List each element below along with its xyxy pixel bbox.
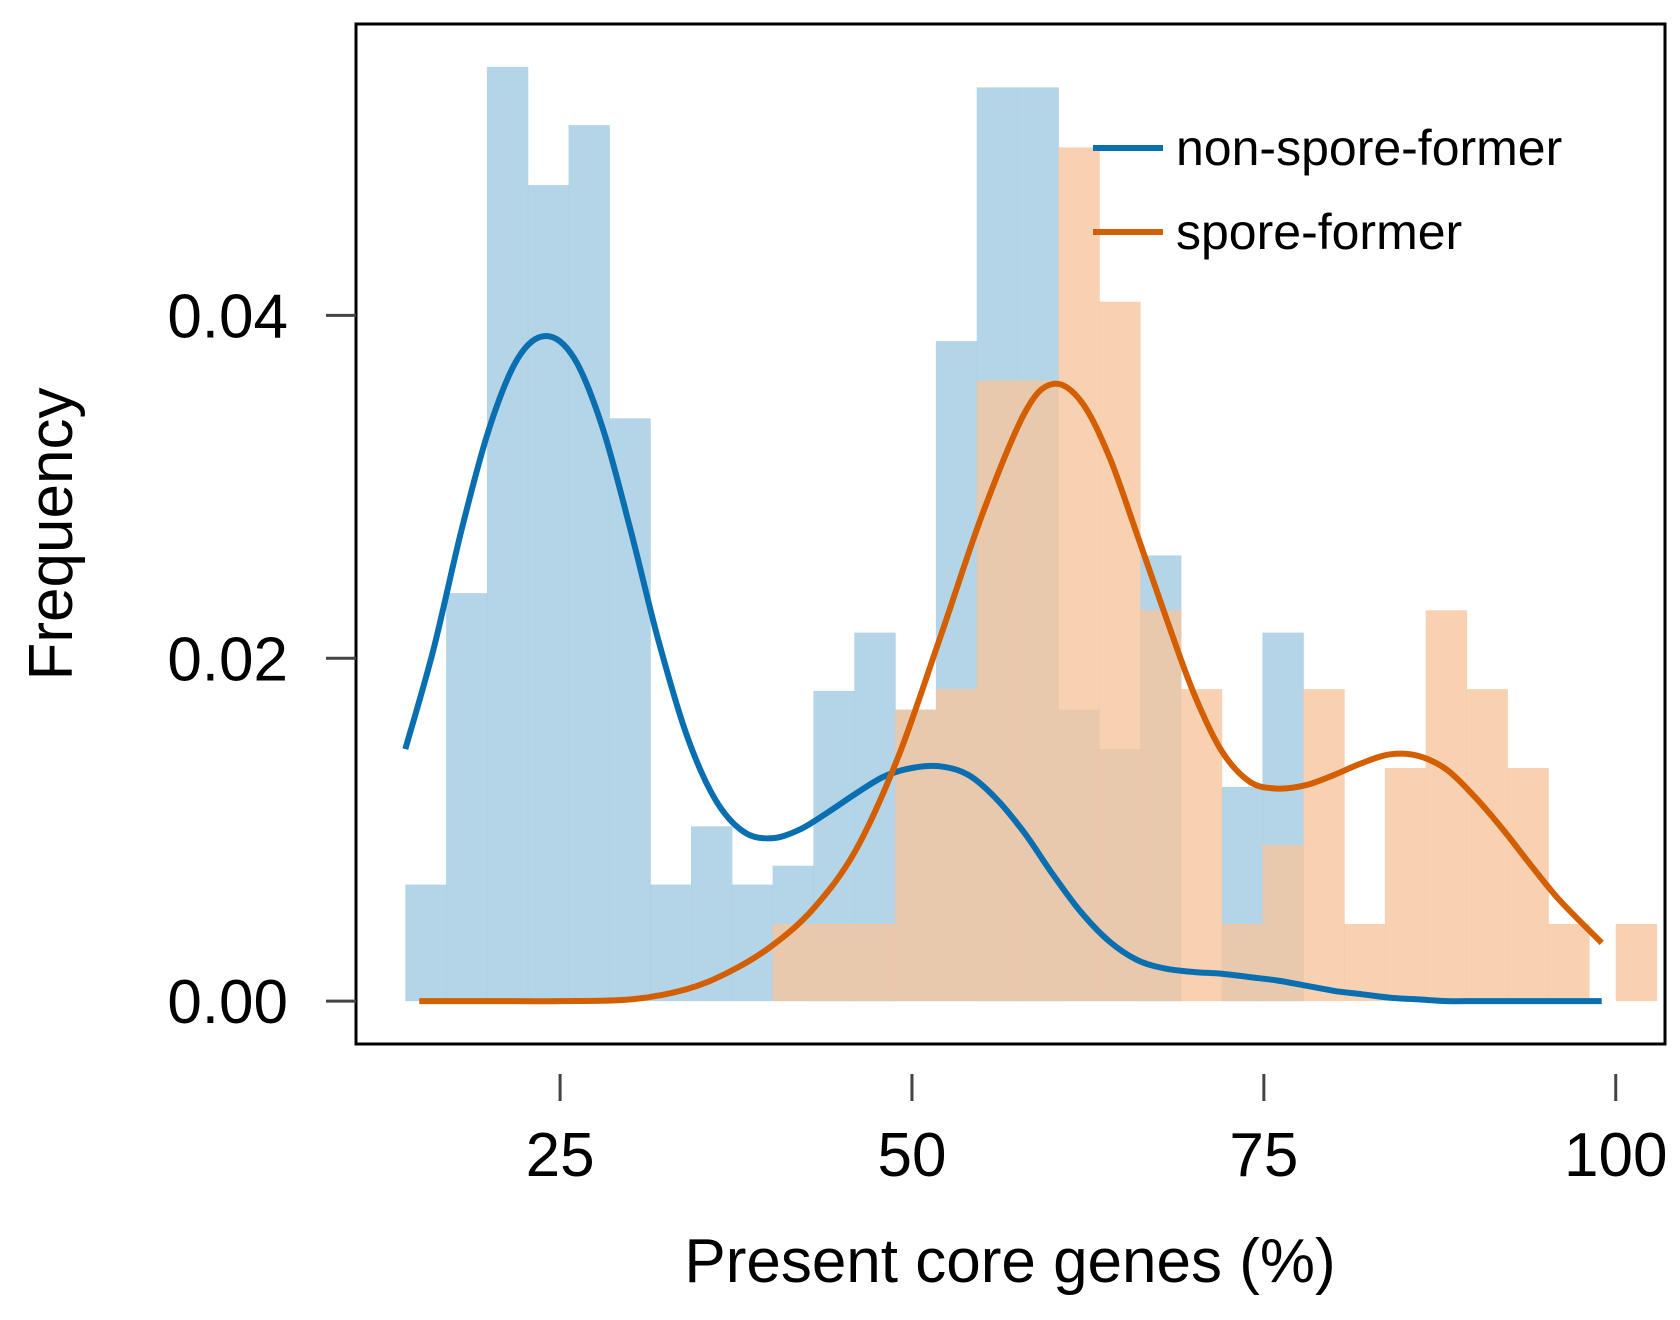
histogram-bar-spore-former-12 — [1262, 845, 1304, 1002]
histogram-bar-non-spore-former-8 — [731, 884, 774, 1002]
y-tick-label-0: 0.00 — [167, 968, 288, 1037]
histogram-bar-spore-former-16 — [1425, 610, 1468, 1002]
histogram-bar-spore-former-2 — [854, 924, 896, 1002]
x-tick-label-3: 100 — [1564, 1121, 1667, 1190]
histogram-bar-spore-former-7 — [1058, 147, 1100, 1002]
legend-label-non-spore-former: non-spore-former — [1176, 120, 1562, 176]
histogram-bar-spore-former-1 — [813, 924, 855, 1002]
y-tick-label-2: 0.04 — [167, 282, 288, 351]
histogram-bar-non-spore-former-0 — [405, 884, 447, 1002]
histogram-bar-spore-former-13 — [1303, 689, 1345, 1002]
x-tick-label-2: 75 — [1229, 1121, 1298, 1190]
legend-label-spore-former: spore-former — [1176, 204, 1462, 260]
histogram-bar-non-spore-former-4 — [568, 125, 610, 1002]
histogram-bar-spore-former-3 — [895, 709, 937, 1002]
histogram-bar-non-spore-former-5 — [609, 418, 651, 1002]
histogram-bars — [405, 66, 1658, 1002]
histogram-bar-spore-former-8 — [1099, 301, 1141, 1002]
density-line-non-spore-former — [402, 333, 1602, 1005]
x-tick-label-1: 50 — [877, 1121, 946, 1190]
histogram-bar-spore-former-9 — [1140, 610, 1182, 1002]
histogram-bar-spore-former-4 — [935, 689, 978, 1002]
histogram-bar-spore-former-14 — [1344, 924, 1386, 1002]
x-axis-title: Present core genes (%) — [684, 1227, 1335, 1296]
density-lines — [402, 333, 1604, 1005]
histogram-bar-spore-former-17 — [1466, 689, 1508, 1002]
density-line-spore-former — [419, 380, 1604, 1005]
histogram-bar-non-spore-former-6 — [650, 884, 692, 1002]
plot-frame — [354, 22, 1667, 1046]
histogram-bar-spore-former-15 — [1384, 768, 1427, 1002]
histogram-bar-spore-former-20 — [1615, 924, 1658, 1002]
y-tick-label-1: 0.02 — [167, 625, 288, 694]
histogram-bar-spore-former-6 — [1017, 380, 1059, 1002]
histogram-bar-non-spore-former-3 — [527, 185, 570, 1002]
axes: 0.00 0.02 0.04 25 50 75 100 — [167, 282, 1667, 1190]
histogram-bar-spore-former-0 — [772, 924, 814, 1002]
histogram-bar-spore-former-18 — [1507, 768, 1549, 1002]
histogram-bar-spore-former-5 — [976, 380, 1019, 1002]
histogram-bar-spore-former-11 — [1221, 924, 1263, 1002]
y-axis-title: Frequency — [17, 388, 86, 681]
histogram-bar-non-spore-former-2 — [486, 66, 529, 1002]
x-tick-label-0: 25 — [526, 1121, 595, 1190]
legend: non-spore-former spore-former — [1093, 120, 1562, 260]
histogram-bar-spore-former-19 — [1548, 924, 1590, 1002]
histogram-bar-non-spore-former-1 — [446, 593, 488, 1002]
